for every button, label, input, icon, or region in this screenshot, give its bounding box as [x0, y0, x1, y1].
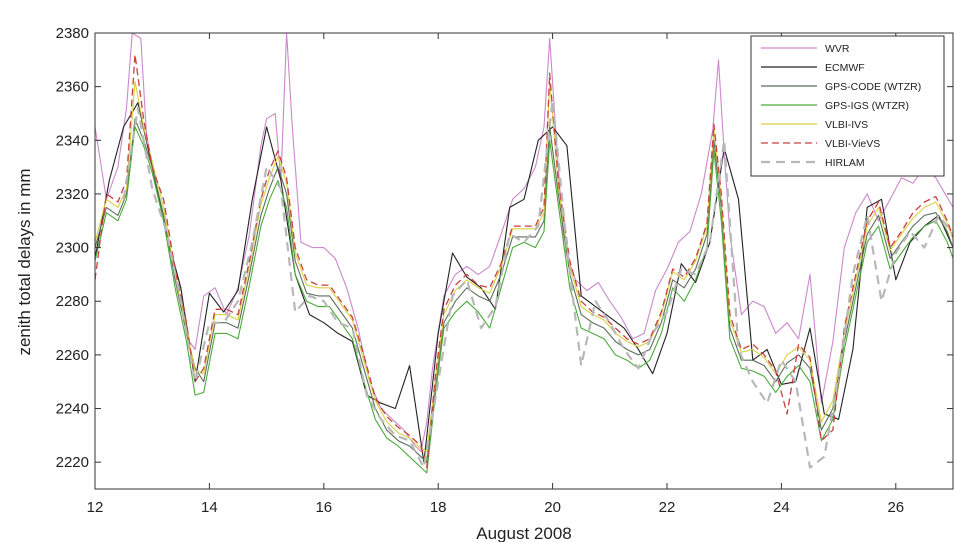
y-tick-label: 2340 — [56, 132, 89, 149]
legend: WVR ECMWF GPS-CODE (WTZR) GPS-IGS (WTZR) VLB… — [750, 35, 945, 177]
legend-label: VLBI-VieVS — [825, 138, 880, 150]
legend-label: VLBI-IVS — [825, 119, 868, 131]
x-tick-label: 18 — [430, 499, 447, 516]
y-tick-label: 2240 — [56, 401, 89, 418]
series-layer — [95, 33, 953, 474]
legend-box — [750, 35, 945, 177]
legend-label: WVR — [825, 43, 850, 55]
axes-frame — [94, 32, 954, 490]
y-tick-label: 2280 — [56, 293, 89, 310]
x-tick-label: 14 — [201, 499, 218, 516]
x-tick-label: 22 — [659, 499, 676, 516]
y-tick-label: 2300 — [56, 240, 89, 257]
y-tick-label: 2380 — [56, 25, 89, 42]
y-tick-label: 2320 — [56, 186, 89, 203]
y-tick-label: 2360 — [56, 79, 89, 96]
series-line-2 — [95, 102, 953, 463]
y-axis-label: zenith total delays in mm — [15, 168, 34, 355]
x-tick-label: 24 — [773, 499, 790, 516]
y-tick-label: 2220 — [56, 454, 89, 471]
legend-label: GPS-IGS (WTZR) — [825, 100, 909, 112]
legend-label: GPS-CODE (WTZR) — [825, 81, 921, 93]
x-tick-label: 12 — [87, 499, 104, 516]
x-tick-label: 20 — [544, 499, 561, 516]
legend-label: HIRLAM — [825, 157, 865, 169]
series-line-3 — [95, 118, 953, 463]
x-axis-label: August 2008 — [476, 524, 571, 542]
series-line-7 — [122, 98, 953, 469]
series-line-4 — [95, 126, 953, 474]
series-line-5 — [95, 80, 953, 452]
series-line-6 — [95, 53, 953, 469]
x-tick-label: 16 — [315, 499, 332, 516]
y-tick-label: 2260 — [56, 347, 89, 364]
axes-layer: 12 14 16 18 20 22 24 26 2220 2240 2260 2280 2300 2320… — [56, 25, 954, 516]
x-tick-label: 26 — [887, 499, 904, 516]
legend-label: ECMWF — [825, 62, 865, 74]
